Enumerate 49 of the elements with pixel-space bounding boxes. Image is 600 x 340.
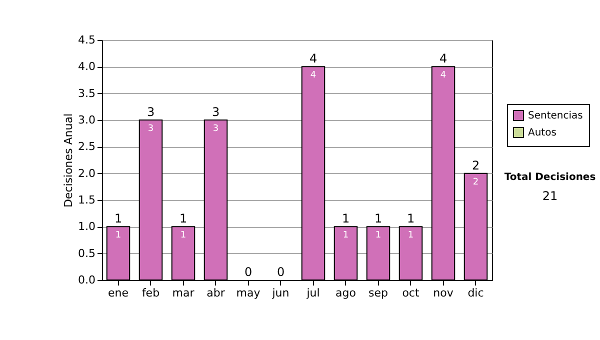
data-label: 3: [212, 124, 219, 134]
y-tick-label: 4.0: [78, 60, 96, 74]
total-label: 1: [114, 212, 122, 226]
y-tick-label: 1.5: [78, 194, 96, 206]
y-tick-label: 0.5: [78, 246, 96, 260]
y-tick-label: 0.0: [78, 274, 96, 286]
x-tick-label: ene: [108, 286, 129, 300]
x-tick-label: feb: [142, 286, 160, 300]
x-tick-label: abr: [206, 286, 226, 300]
y-tick-label: 2.0: [78, 166, 96, 180]
data-label: 3: [148, 124, 154, 134]
x-tick-label: jul: [306, 286, 320, 300]
x-tick-label: dic: [468, 286, 484, 300]
data-label: 1: [115, 230, 122, 241]
total-label: 1: [406, 212, 415, 226]
data-label: 1: [342, 230, 349, 241]
total-label: 3: [146, 105, 155, 119]
x-tick-label: jun: [271, 286, 290, 300]
y-tick-label: 4.5: [78, 34, 96, 46]
text: Total Decisiones: [503, 172, 597, 183]
legend-label: Sentencias: [528, 110, 583, 122]
x-tick-label: may: [236, 286, 261, 300]
y-tick-label: 2.5: [78, 140, 96, 154]
text: 21: [541, 189, 559, 203]
legend-label: Autos: [528, 128, 556, 138]
data-label: 1: [375, 230, 382, 241]
total-label: 4: [439, 52, 448, 66]
y-axis-title: Decisiones Anual: [62, 113, 76, 208]
data-label: 4: [310, 70, 316, 81]
y-tick-label: 3.5: [78, 86, 96, 100]
total-label: 0: [276, 265, 285, 279]
total-label: 1: [374, 212, 382, 226]
data-label: 1: [180, 230, 186, 241]
total-label: 3: [212, 105, 220, 119]
total-label: 1: [179, 212, 188, 226]
y-tick-label: 3.0: [78, 114, 96, 126]
x-tick-label: sep: [368, 286, 388, 300]
data-label: 4: [440, 70, 446, 81]
total-label: 1: [342, 212, 350, 226]
total-label: 2: [472, 158, 480, 172]
total-label: 4: [309, 52, 318, 66]
x-tick-label: oct: [402, 286, 420, 300]
x-tick-label: mar: [172, 286, 195, 300]
total-label: 0: [244, 265, 252, 279]
y-tick-label: 1.0: [78, 220, 96, 234]
x-tick-label: nov: [433, 286, 454, 300]
x-tick-label: ago: [336, 286, 356, 300]
data-label: 1: [408, 230, 414, 241]
data-label: 2: [472, 177, 479, 188]
